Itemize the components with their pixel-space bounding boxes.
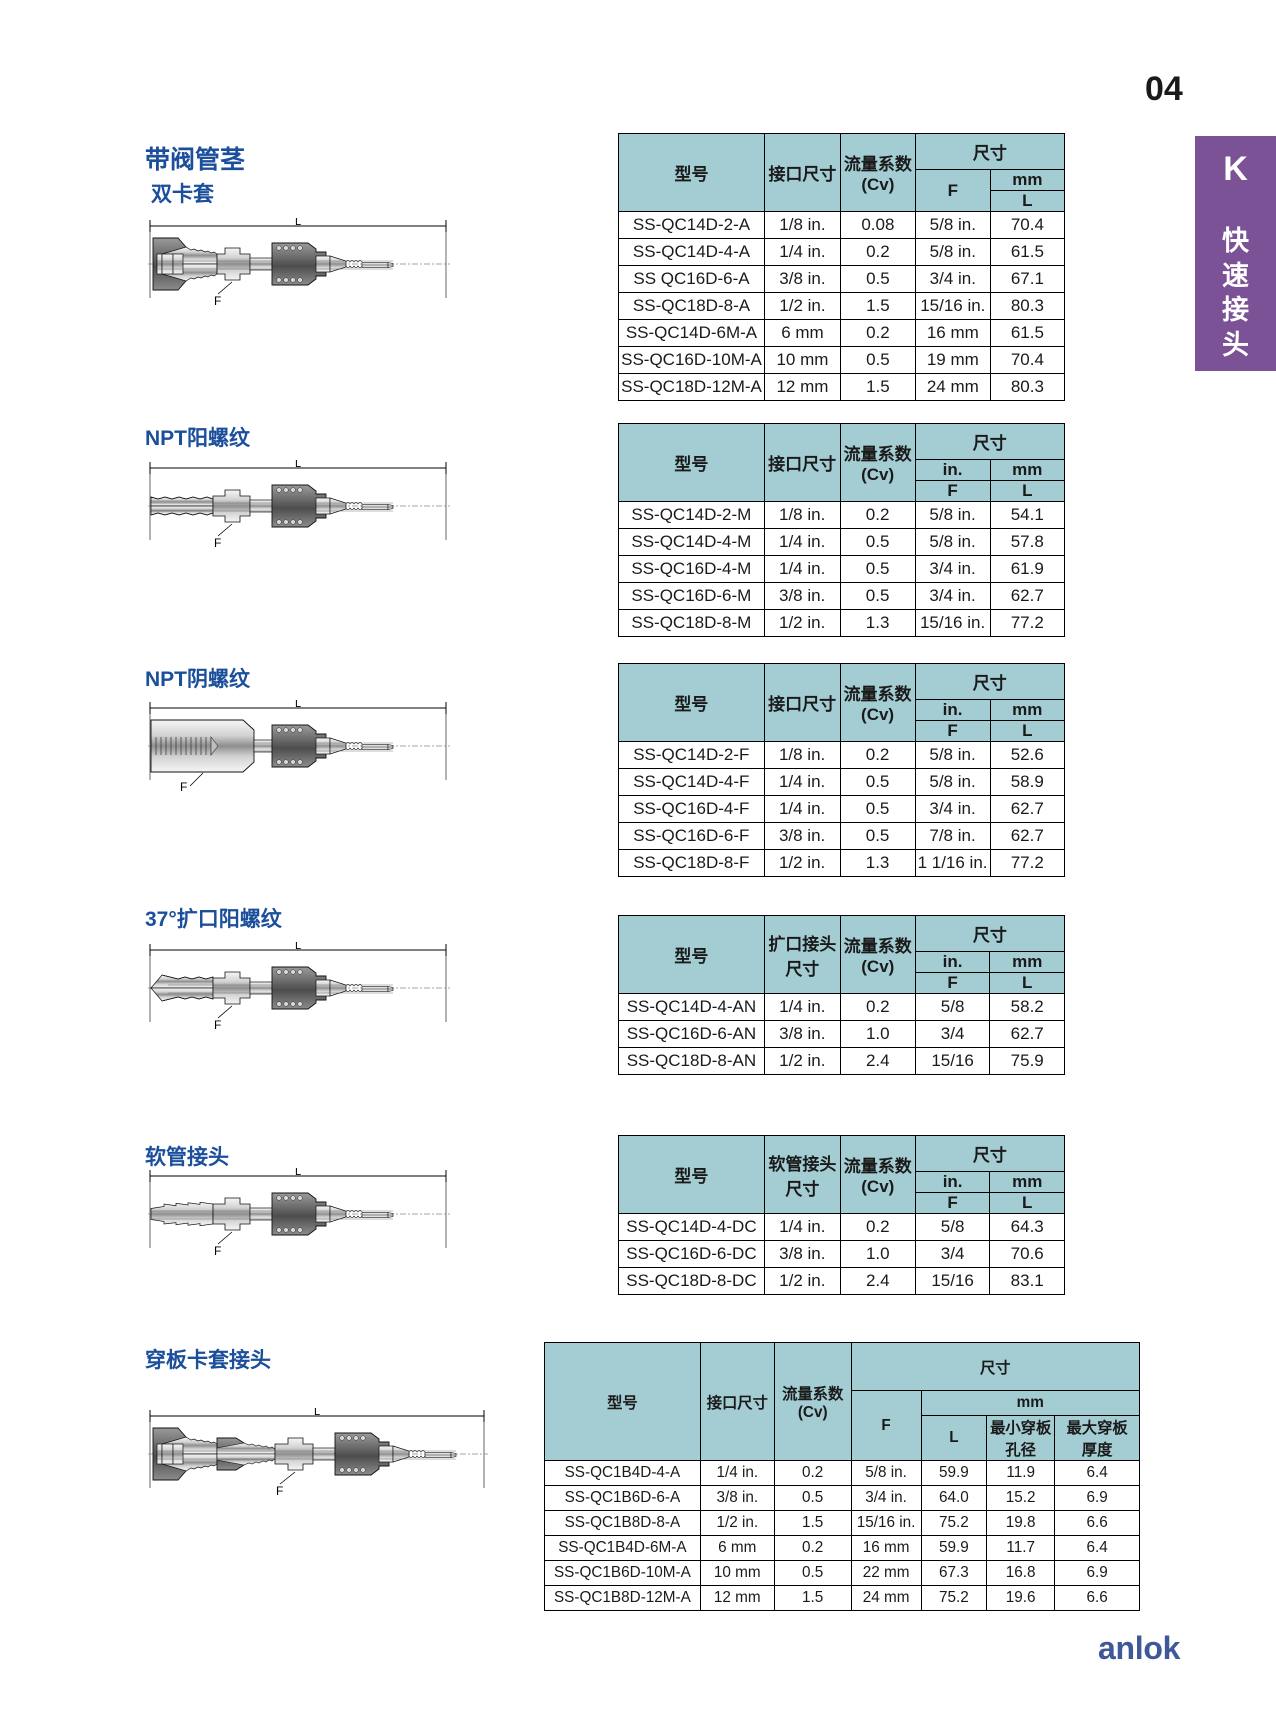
svg-text:L: L bbox=[295, 942, 301, 952]
svg-text:F: F bbox=[214, 1244, 221, 1258]
svg-text:F: F bbox=[180, 780, 187, 792]
svg-text:L: L bbox=[295, 1168, 301, 1178]
svg-text:F: F bbox=[276, 1484, 283, 1498]
svg-text:L: L bbox=[295, 218, 301, 228]
svg-text:F: F bbox=[214, 1018, 221, 1032]
svg-text:L: L bbox=[314, 1408, 320, 1418]
svg-text:L: L bbox=[295, 460, 301, 470]
svg-text:L: L bbox=[295, 700, 301, 710]
svg-text:F: F bbox=[214, 536, 221, 550]
svg-text:F: F bbox=[214, 294, 221, 308]
